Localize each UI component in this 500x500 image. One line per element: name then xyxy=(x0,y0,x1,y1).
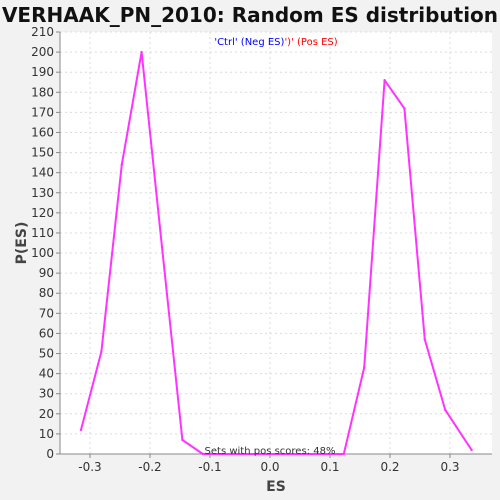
y-axis-title: P(ES) xyxy=(14,222,30,265)
data-point xyxy=(470,448,473,452)
y-tick-label: 210 xyxy=(31,25,54,39)
x-tick-label: 0.1 xyxy=(320,460,339,474)
data-point xyxy=(322,452,326,456)
y-tick-label: 90 xyxy=(39,266,54,280)
data-point xyxy=(383,79,386,82)
data-point xyxy=(423,338,426,341)
data-point xyxy=(444,408,447,411)
y-tick-label: 40 xyxy=(39,367,54,381)
y-tick-label: 80 xyxy=(39,286,54,300)
data-point xyxy=(140,50,143,54)
data-point xyxy=(363,366,366,369)
data-point xyxy=(201,452,204,456)
y-tick-label: 130 xyxy=(31,186,54,200)
y-tick-label: 60 xyxy=(39,326,54,340)
data-point xyxy=(282,452,285,456)
y-tick-label: 0 xyxy=(46,447,54,461)
x-tick-label: 0.0 xyxy=(260,460,279,474)
y-tick-label: 10 xyxy=(39,427,54,441)
y-tick-label: 160 xyxy=(31,125,54,139)
y-tick-label: 180 xyxy=(31,85,54,99)
y-tick-label: 100 xyxy=(31,246,54,260)
data-point xyxy=(262,452,265,456)
data-point xyxy=(181,438,184,442)
data-point xyxy=(241,452,245,456)
y-tick-label: 120 xyxy=(31,206,54,220)
series xyxy=(79,50,473,456)
y-ticks: 0 10 20 30 40 50 60 70 80 90 100 110 120 130 140 150 160… xyxy=(31,25,60,461)
data-point xyxy=(342,452,345,456)
x-tick-label: 0.3 xyxy=(440,460,459,474)
data-point xyxy=(160,245,164,249)
legend-entry-pos: ')' (Pos ES) xyxy=(284,37,337,48)
plot-background xyxy=(60,32,492,454)
data-point xyxy=(100,350,103,353)
data-point xyxy=(79,428,83,432)
data-point xyxy=(403,107,406,110)
y-tick-label: 190 xyxy=(31,65,54,79)
series-line xyxy=(80,51,473,455)
x-tick-label: -0.2 xyxy=(138,460,161,474)
y-tick-label: 50 xyxy=(39,347,54,361)
y-tick-label: 110 xyxy=(31,226,54,240)
data-point xyxy=(221,452,224,456)
y-tick-label: 70 xyxy=(39,306,54,320)
data-point xyxy=(120,163,124,166)
y-tick-label: 30 xyxy=(39,387,54,401)
x-tick-label: -0.1 xyxy=(198,460,221,474)
y-tick-label: 150 xyxy=(31,146,54,160)
x-tick-label: -0.3 xyxy=(78,460,101,474)
pos-scores-annotation: Sets with pos scores: 48% xyxy=(205,446,336,457)
y-tick-label: 200 xyxy=(31,45,54,59)
data-point xyxy=(302,452,305,456)
y-tick-label: 170 xyxy=(31,105,54,119)
x-axis-title: ES xyxy=(266,479,286,495)
y-tick-label: 140 xyxy=(31,166,54,180)
legend-entry-neg: 'Ctrl' (Neg ES) xyxy=(214,37,284,48)
legend: 'Ctrl' (Neg ES)')' (Pos ES) xyxy=(214,37,337,48)
x-ticks: -0.3 -0.2 -0.1 0.0 0.1 0.2 0.3 xyxy=(78,454,460,474)
x-tick-label: 0.2 xyxy=(380,460,399,474)
chart-title: VERHAAK_PN_2010: Random ES distribution xyxy=(2,3,498,27)
y-tick-label: 20 xyxy=(39,407,54,421)
grid xyxy=(60,31,492,455)
